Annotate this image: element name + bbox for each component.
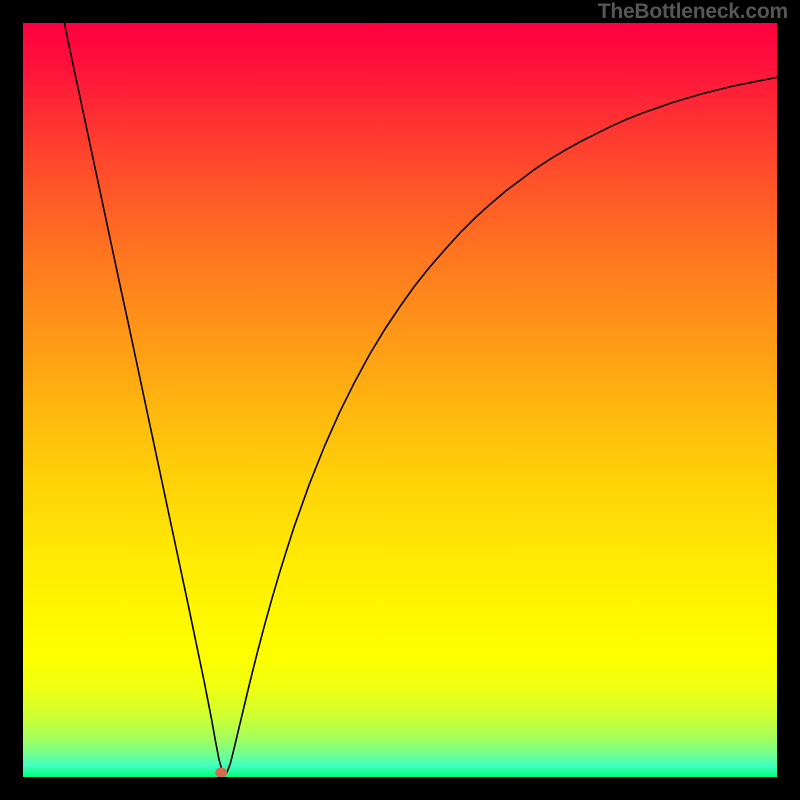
chart-container: TheBottleneck.com (0, 0, 800, 800)
plot-background (23, 23, 777, 777)
chart-svg (23, 23, 777, 777)
watermark-label: TheBottleneck.com (598, 0, 788, 24)
plot-area (23, 23, 777, 777)
